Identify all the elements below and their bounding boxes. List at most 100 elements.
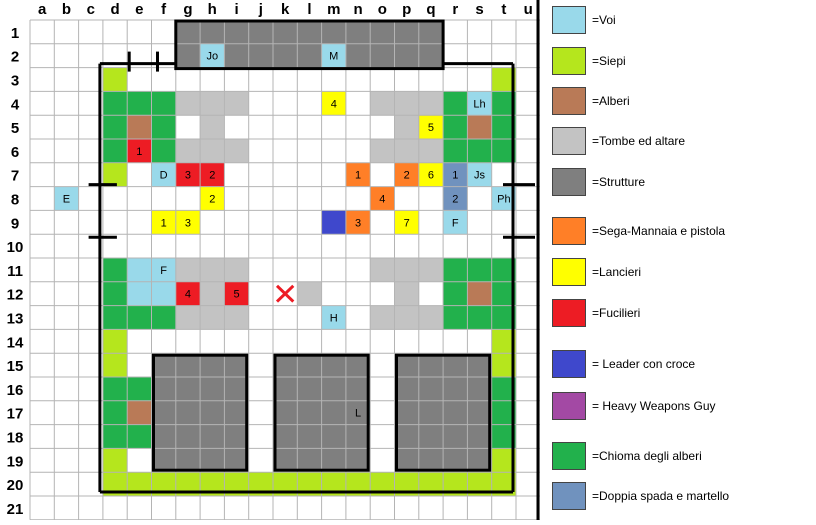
cell-strutture-p1[interactable] (394, 20, 419, 44)
cell-chioma-d13[interactable] (102, 305, 128, 330)
cell-voi-e11[interactable] (127, 258, 152, 282)
cell-tombe-h13[interactable] (200, 305, 225, 330)
cell-lancieri-m4[interactable] (321, 91, 346, 116)
cell-siepi-d19[interactable] (102, 448, 128, 473)
cell-voi-f7[interactable] (151, 162, 176, 187)
cell-siepi-h20[interactable] (200, 472, 225, 496)
cell-siepi-i20[interactable] (224, 472, 249, 496)
cell-chioma-f4[interactable] (151, 91, 176, 116)
cell-strutture-q1[interactable] (418, 20, 444, 44)
cell-chioma-t11[interactable] (491, 258, 516, 282)
cell-strutture-g1[interactable] (175, 20, 201, 44)
cell-chioma-t16[interactable] (491, 377, 516, 401)
cell-tombe-h4[interactable] (200, 91, 225, 116)
cell-strutture-l2[interactable] (297, 43, 322, 68)
cell-tombe-h11[interactable] (200, 258, 225, 282)
cell-lancieri-q7[interactable] (418, 162, 444, 187)
cell-chioma-t13[interactable] (491, 305, 516, 330)
cell-chioma-d18[interactable] (102, 424, 128, 449)
cell-siepi-t3[interactable] (491, 67, 516, 92)
cell-chioma-r12[interactable] (443, 281, 468, 306)
cell-siepi-d7[interactable] (102, 162, 128, 187)
cell-strutture-h1[interactable] (200, 20, 225, 44)
cell-alberi-s5[interactable] (467, 115, 492, 139)
cell-strutture-n1[interactable] (345, 20, 371, 44)
cell-strutture-j1[interactable] (248, 20, 273, 44)
cell-tombe-l12[interactable] (297, 281, 322, 306)
cell-lancieri-h8[interactable] (200, 186, 225, 211)
cell-voi-m13[interactable] (321, 305, 346, 330)
cell-chioma-d16[interactable] (102, 377, 128, 401)
cell-tombe-o4[interactable] (370, 91, 395, 116)
cell-chioma-d12[interactable] (102, 281, 128, 306)
cell-tombe-h12[interactable] (200, 281, 225, 306)
cell-tombe-q4[interactable] (418, 91, 444, 116)
cell-siepi-r20[interactable] (443, 472, 468, 496)
cell-siepi-e20[interactable] (127, 472, 152, 496)
cell-tombe-h5[interactable] (200, 115, 225, 139)
cell-strutture-k1[interactable] (273, 20, 298, 44)
cell-siepi-q20[interactable] (418, 472, 444, 496)
cell-chioma-f6[interactable] (151, 139, 176, 163)
cell-siepi-t19[interactable] (491, 448, 516, 473)
cell-tombe-i4[interactable] (224, 91, 249, 116)
cell-doppia-r8[interactable] (443, 186, 468, 211)
cell-chioma-d11[interactable] (102, 258, 128, 282)
cell-tombe-g4[interactable] (175, 91, 201, 116)
cell-strutture-l1[interactable] (297, 20, 322, 44)
cell-sega-n7[interactable] (345, 162, 371, 187)
cell-strutture-k2[interactable] (273, 43, 298, 68)
cell-siepi-m20[interactable] (321, 472, 346, 496)
cell-tombe-i11[interactable] (224, 258, 249, 282)
cell-strutture-m1[interactable] (321, 20, 346, 44)
cell-voi-t8[interactable] (491, 186, 516, 211)
cell-fucilieri-h7[interactable] (200, 162, 225, 187)
cell-sega-o8[interactable] (370, 186, 395, 211)
cell-siepi-g20[interactable] (175, 472, 201, 496)
cell-voi-m2[interactable] (321, 43, 346, 68)
cell-sega-n9[interactable] (345, 210, 371, 235)
cell-tombe-q13[interactable] (418, 305, 444, 330)
cell-alberi-s12[interactable] (467, 281, 492, 306)
cell-voi-b8[interactable] (54, 186, 79, 211)
cell-fucilieri-g12[interactable] (175, 281, 201, 306)
cell-siepi-d3[interactable] (102, 67, 128, 92)
cell-tombe-h6[interactable] (200, 139, 225, 163)
cell-strutture-g2[interactable] (175, 43, 201, 68)
cell-siepi-t14[interactable] (491, 329, 516, 354)
cell-tombe-q11[interactable] (418, 258, 444, 282)
cell-chioma-t18[interactable] (491, 424, 516, 449)
cell-siepi-p20[interactable] (394, 472, 419, 496)
cell-siepi-k20[interactable] (273, 472, 298, 496)
cell-strutture-o1[interactable] (370, 20, 395, 44)
cell-tombe-i13[interactable] (224, 305, 249, 330)
cell-lancieri-g9[interactable] (175, 210, 201, 235)
cell-chioma-t12[interactable] (491, 281, 516, 306)
cell-lancieri-q5[interactable] (418, 115, 444, 139)
cell-tombe-o13[interactable] (370, 305, 395, 330)
cell-chioma-d5[interactable] (102, 115, 128, 139)
cell-chioma-s11[interactable] (467, 258, 492, 282)
cell-siepi-d15[interactable] (102, 353, 128, 377)
cell-voi-r9[interactable] (443, 210, 468, 235)
cell-fucilieri-g7[interactable] (175, 162, 201, 187)
cell-tombe-p6[interactable] (394, 139, 419, 163)
cell-fucilieri-i12[interactable] (224, 281, 249, 306)
cell-chioma-f5[interactable] (151, 115, 176, 139)
cell-siepi-j20[interactable] (248, 472, 273, 496)
cell-tombe-g13[interactable] (175, 305, 201, 330)
cell-voi-f11[interactable] (151, 258, 176, 282)
cell-siepi-n20[interactable] (345, 472, 371, 496)
cell-sega-p7[interactable] (394, 162, 419, 187)
cell-chioma-d4[interactable] (102, 91, 128, 116)
cell-chioma-t17[interactable] (491, 400, 516, 425)
cell-chioma-t6[interactable] (491, 139, 516, 163)
cell-voi-e12[interactable] (127, 281, 152, 306)
cell-tombe-q6[interactable] (418, 139, 444, 163)
cell-siepi-d14[interactable] (102, 329, 128, 354)
cell-tombe-p5[interactable] (394, 115, 419, 139)
cell-siepi-s20[interactable] (467, 472, 492, 496)
cell-strutture-o2[interactable] (370, 43, 395, 68)
cell-tombe-p11[interactable] (394, 258, 419, 282)
